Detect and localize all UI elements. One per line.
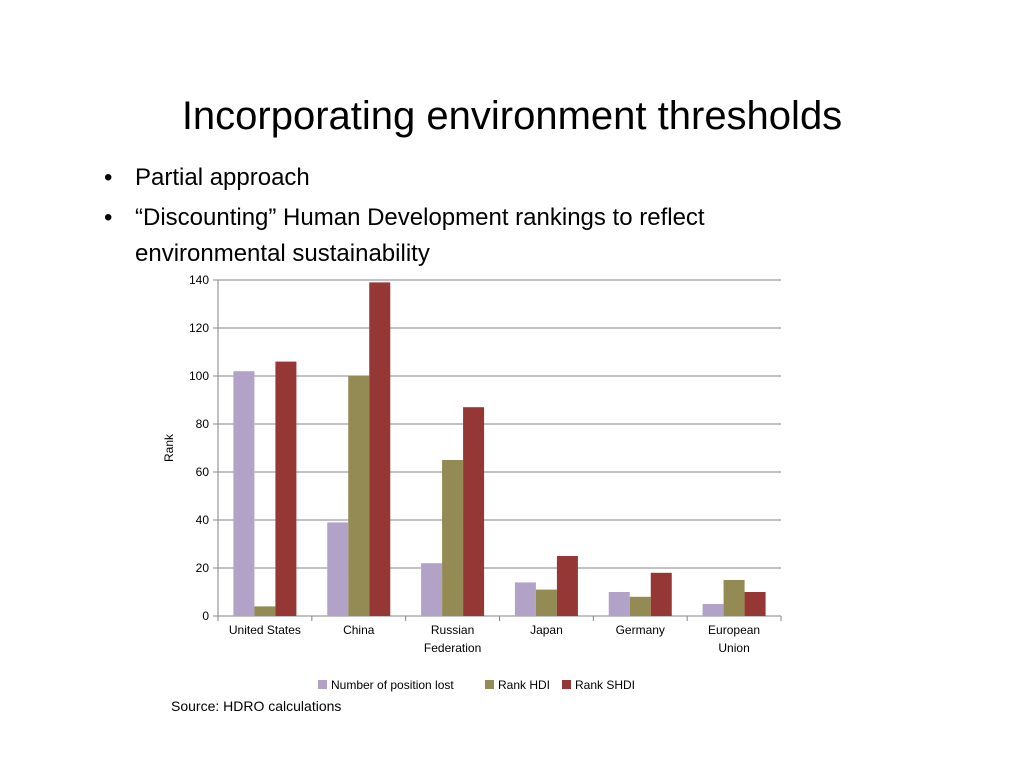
legend-swatch	[318, 680, 327, 689]
y-tick-label: 20	[196, 561, 210, 575]
legend-swatch	[562, 680, 571, 689]
bullet-item: • Partial approach	[104, 160, 824, 196]
legend-label: Rank SHDI	[575, 678, 635, 692]
x-tick-label: Russian	[431, 623, 474, 637]
bar	[233, 371, 255, 616]
bar	[608, 592, 630, 616]
bullet-item: • “Discounting” Human Development rankin…	[104, 200, 824, 272]
legend-label: Rank HDI	[498, 678, 550, 692]
x-tick-label: Union	[718, 641, 749, 655]
y-axis-label: Rank	[162, 433, 176, 462]
bar	[348, 376, 370, 616]
y-tick-label: 120	[189, 321, 209, 335]
x-tick-label: Federation	[424, 641, 481, 655]
bar	[275, 361, 297, 616]
x-tick-label: Germany	[616, 623, 665, 637]
y-tick-label: 0	[202, 609, 209, 623]
bar	[535, 589, 557, 616]
bar	[369, 282, 391, 616]
legend-swatch	[485, 680, 494, 689]
bullet-text: “Discounting” Human Development rankings…	[135, 204, 705, 267]
bar	[650, 572, 672, 616]
bullet-list: • Partial approach • “Discounting” Human…	[104, 160, 824, 276]
source-note: Source: HDRO calculations	[171, 698, 342, 714]
bar	[254, 606, 276, 616]
bullet-dot: •	[104, 204, 113, 231]
x-tick-label: United States	[229, 623, 301, 637]
bar	[629, 596, 651, 616]
bar	[723, 580, 745, 616]
y-tick-label: 100	[189, 369, 209, 383]
y-tick-label: 140	[189, 273, 209, 287]
legend-label: Number of position lost	[331, 678, 454, 692]
bar	[421, 563, 443, 616]
bar	[327, 522, 349, 616]
bar	[744, 592, 766, 616]
bullet-dot: •	[104, 164, 113, 191]
y-tick-label: 80	[196, 417, 210, 431]
bar	[702, 604, 724, 616]
x-tick-label: China	[343, 623, 375, 637]
x-tick-label: European	[708, 623, 760, 637]
bar	[514, 582, 536, 616]
x-tick-label: Japan	[530, 623, 563, 637]
y-tick-label: 60	[196, 465, 210, 479]
bar	[556, 556, 578, 616]
bullet-text: Partial approach	[135, 164, 310, 191]
bar	[463, 407, 485, 616]
slide-title: Incorporating environment thresholds	[181, 94, 843, 138]
bar	[442, 460, 464, 616]
y-tick-label: 40	[196, 513, 210, 527]
bar-chart: 0 20 40 60 80 100 120 140 Rank United States China…	[162, 273, 782, 692]
